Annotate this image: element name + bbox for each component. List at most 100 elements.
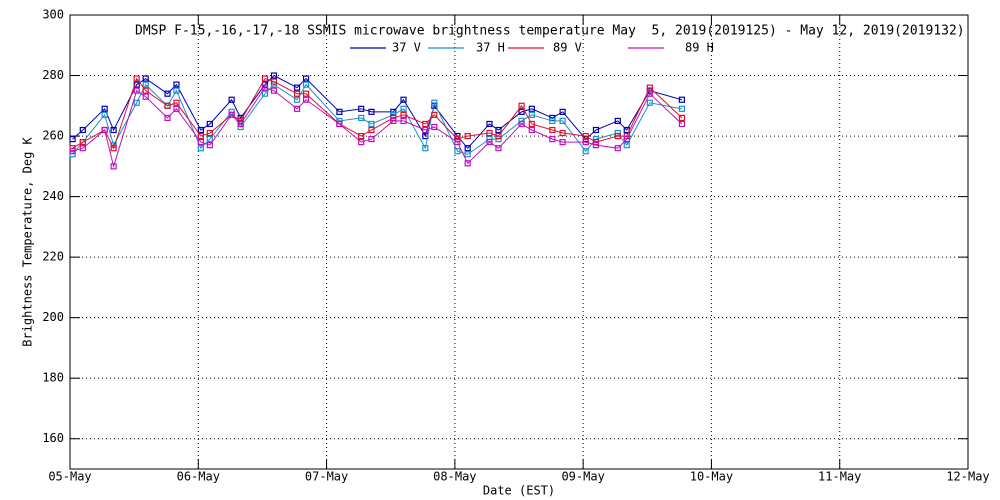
marker: [358, 132, 365, 140]
marker: [197, 139, 204, 146]
legend-label: 37 H: [476, 41, 505, 55]
marker: [110, 145, 117, 152]
marker: [101, 126, 108, 134]
marker: [368, 120, 375, 128]
marker: [237, 120, 244, 128]
marker: [206, 135, 213, 143]
marker: [336, 108, 343, 115]
marker: [549, 117, 556, 125]
marker: [646, 90, 653, 97]
marker: [133, 75, 140, 82]
marker: [142, 81, 149, 88]
marker: [486, 139, 493, 146]
marker: [614, 117, 621, 125]
marker: [678, 120, 686, 128]
marker: [69, 135, 76, 143]
marker: [422, 145, 429, 152]
marker: [261, 75, 269, 82]
marker: [582, 139, 589, 146]
marker: [197, 126, 204, 134]
marker: [559, 108, 566, 115]
y-tick-label: 200: [42, 310, 64, 324]
marker: [614, 145, 621, 152]
x-tick-label: 06-May: [177, 470, 220, 484]
marker: [110, 126, 117, 134]
series-line: [72, 87, 683, 169]
marker: [400, 105, 407, 112]
marker: [261, 84, 269, 91]
x-tick-label: 10-May: [690, 470, 733, 484]
marker: [549, 126, 556, 134]
marker: [528, 120, 535, 128]
x-tick-label: 05-May: [48, 470, 91, 484]
marker: [261, 90, 269, 97]
marker: [678, 96, 686, 103]
marker: [197, 145, 204, 152]
marker: [358, 105, 365, 112]
series-line: [72, 74, 683, 149]
marker: [368, 108, 375, 115]
marker: [293, 84, 301, 91]
marker: [206, 120, 213, 128]
marker: [228, 111, 235, 118]
marker: [518, 108, 525, 115]
marker: [454, 139, 461, 146]
marker: [101, 111, 108, 118]
marker: [302, 90, 310, 97]
marker: [623, 142, 630, 149]
chart-title: DMSP F-15,-16,-17,-18 SSMIS microwave br…: [135, 24, 965, 39]
marker: [495, 132, 502, 140]
marker: [390, 117, 397, 125]
x-axis-label: Date (EST): [483, 484, 555, 498]
marker: [592, 126, 600, 134]
marker: [518, 120, 525, 128]
marker: [464, 151, 471, 158]
y-tick-label: 300: [42, 8, 64, 22]
marker: [206, 142, 213, 149]
marker: [164, 114, 171, 122]
marker: [79, 139, 86, 146]
marker: [142, 75, 149, 82]
marker: [431, 111, 438, 118]
x-tick-label: 09-May: [561, 470, 604, 484]
y-tick-label: 280: [42, 68, 64, 82]
series-line: [72, 77, 683, 150]
marker: [528, 111, 535, 118]
y-tick-label: 180: [42, 371, 64, 385]
y-tick-label: 260: [42, 129, 64, 143]
marker: [486, 129, 493, 137]
marker: [142, 93, 149, 100]
marker: [422, 126, 429, 134]
marker: [614, 132, 621, 140]
y-tick-label: 220: [42, 250, 64, 264]
marker: [431, 99, 438, 106]
legend-label: 89 H: [685, 41, 714, 55]
marker: [142, 87, 149, 94]
marker: [678, 114, 686, 122]
x-tick-label: 12-May: [946, 470, 989, 484]
marker: [431, 123, 438, 131]
marker: [293, 96, 301, 103]
marker: [646, 84, 653, 91]
marker: [486, 120, 493, 128]
marker: [302, 75, 310, 82]
marker: [164, 102, 171, 109]
marker: [79, 126, 86, 134]
marker: [228, 96, 235, 103]
marker: [528, 126, 535, 134]
marker: [678, 105, 686, 112]
marker: [528, 105, 535, 112]
marker: [559, 117, 566, 125]
y-tick-label: 240: [42, 189, 64, 203]
marker: [422, 120, 429, 128]
marker: [495, 126, 502, 134]
marker: [368, 135, 375, 143]
marker: [549, 135, 556, 143]
x-tick-label: 07-May: [305, 470, 348, 484]
marker: [133, 99, 140, 106]
marker: [101, 105, 108, 112]
marker: [358, 139, 365, 146]
marker: [173, 99, 180, 106]
